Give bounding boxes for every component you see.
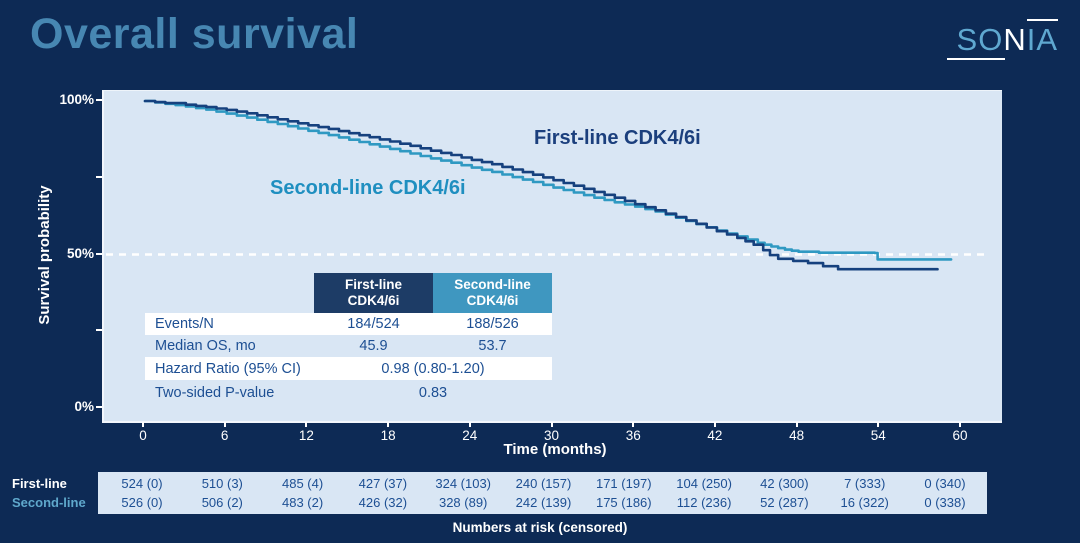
- survival-curves-svg: [106, 99, 990, 271]
- x-tick-mark: [550, 422, 553, 427]
- stats-row-label: Two-sided P-value: [155, 384, 275, 401]
- risk-row-label-first-line: First-line: [12, 476, 67, 491]
- stats-row: Events/N 184/524 188/526: [145, 313, 552, 335]
- x-axis-label: Time (months): [503, 441, 607, 458]
- annotation-first-line-cdk46i: First-line CDK4/6i: [534, 127, 701, 149]
- y-tick-label: 100%: [59, 92, 94, 107]
- x-tick-mark: [142, 422, 144, 427]
- page-title: Overall survival: [30, 10, 359, 58]
- logo-underline: [947, 58, 1005, 60]
- x-tick-mark: [223, 422, 226, 427]
- risk-value: 7 (333): [844, 476, 886, 491]
- stats-row: Median OS, mo 45.9 53.7: [145, 335, 552, 357]
- y-tick-label: 0%: [74, 399, 94, 414]
- risk-value: 483 (2): [281, 495, 324, 510]
- x-tick-mark: [877, 422, 880, 427]
- stats-header-line2: CDK4/6i: [466, 293, 519, 308]
- stats-row-value: 0.98 (0.80-1.20): [381, 360, 485, 377]
- numbers-at-risk-table: 524 (0) 510 (3) 485 (4) 427 (37) 324 (103) 24…: [98, 472, 987, 514]
- x-tick-mark: [959, 422, 962, 427]
- stats-row-value: 45.9: [359, 338, 388, 354]
- curve-first-line: [143, 99, 939, 271]
- y-tick-mark: [96, 329, 102, 332]
- stats-row-label: Median OS, mo: [155, 338, 256, 354]
- sonia-logo: SONIA: [956, 19, 1058, 58]
- risk-value: 506 (2): [201, 495, 243, 510]
- risk-value: 16 (322): [840, 495, 889, 510]
- y-tick-mark: [96, 406, 102, 408]
- x-tick-mark: [468, 422, 471, 427]
- stats-header-line1: First-line: [344, 277, 402, 292]
- y-tick-mark: [96, 99, 102, 101]
- stats-row-value: 0.83: [418, 384, 448, 401]
- risk-value: 426 (32): [358, 495, 408, 510]
- risk-value: 510 (3): [201, 476, 243, 491]
- logo-ia: IA: [1026, 19, 1058, 57]
- x-tick-label: 24: [462, 428, 478, 443]
- x-tick-label: 0: [139, 428, 147, 443]
- stats-row: Hazard Ratio (95% CI) 0.98 (0.80-1.20): [145, 357, 552, 380]
- logo-so: SO: [956, 22, 1004, 57]
- x-tick-label: 36: [625, 428, 641, 443]
- risk-value: 328 (89): [438, 495, 488, 510]
- risk-value: 175 (186): [595, 495, 652, 510]
- stats-row-value: 184/524: [347, 316, 400, 332]
- stats-header-first-line: First-line CDK4/6i: [314, 273, 433, 313]
- stats-header-row: First-line CDK4/6i Second-line CDK4/6i: [145, 273, 552, 313]
- x-tick-mark: [387, 422, 390, 427]
- stats-row-label: Hazard Ratio (95% CI): [155, 360, 301, 377]
- x-tick-label: 18: [380, 428, 396, 443]
- x-tick-label: 12: [298, 428, 314, 443]
- x-tick-mark: [713, 422, 716, 427]
- risk-value: 242 (139): [515, 495, 572, 510]
- stats-row: Two-sided P-value 0.83: [145, 380, 552, 405]
- stats-header-line1: Second-line: [454, 277, 531, 292]
- risk-value: 526 (0): [121, 495, 163, 510]
- x-tick-mark: [632, 422, 635, 427]
- risk-value: 104 (250): [676, 476, 732, 491]
- y-tick-mark: [96, 252, 102, 255]
- logo-n: N: [1003, 22, 1027, 57]
- risk-row-label-second-line: Second-line: [12, 495, 86, 510]
- stats-row-label: Events/N: [155, 316, 214, 332]
- y-tick-mark: [96, 175, 102, 178]
- risk-value: 171 (197): [595, 476, 652, 491]
- x-tick-mark: [305, 422, 308, 427]
- stats-header-second-line: Second-line CDK4/6i: [433, 273, 552, 313]
- x-tick-label: 42: [707, 428, 723, 443]
- risk-value: 524 (0): [121, 476, 163, 491]
- stats-row-value: 188/526: [466, 316, 519, 332]
- plot-area: First-line CDK4/6i Second-line CDK4/6i F…: [102, 90, 1002, 423]
- risk-value: 427 (37): [358, 476, 408, 491]
- risk-value: 0 (338): [924, 495, 966, 510]
- x-tick-label: 30: [543, 428, 560, 443]
- risk-value: 42 (300): [760, 476, 809, 491]
- x-tick-label: 48: [789, 428, 805, 443]
- stats-table: First-line CDK4/6i Second-line CDK4/6i Event…: [145, 273, 552, 405]
- stats-header-spacer: [145, 273, 314, 313]
- annotation-second-line-cdk46i: Second-line CDK4/6i: [270, 177, 466, 199]
- risk-value: 240 (157): [515, 476, 572, 491]
- x-tick-label: 6: [220, 428, 229, 443]
- stats-header-line2: CDK4/6i: [347, 293, 400, 308]
- stats-row-value: 53.7: [478, 338, 507, 354]
- x-tick-label: 54: [870, 428, 886, 443]
- x-tick-label: 60: [952, 428, 968, 443]
- risk-value: 112 (236): [676, 495, 732, 510]
- risk-value: 0 (340): [924, 476, 966, 491]
- y-tick-label: 50%: [66, 245, 94, 261]
- risk-table-caption: Numbers at risk (censored): [452, 520, 628, 535]
- curve-second-line: [143, 99, 953, 261]
- risk-value: 485 (4): [281, 476, 324, 491]
- risk-value: 52 (287): [760, 495, 809, 510]
- x-tick-mark: [795, 422, 798, 427]
- risk-value: 324 (103): [435, 476, 492, 491]
